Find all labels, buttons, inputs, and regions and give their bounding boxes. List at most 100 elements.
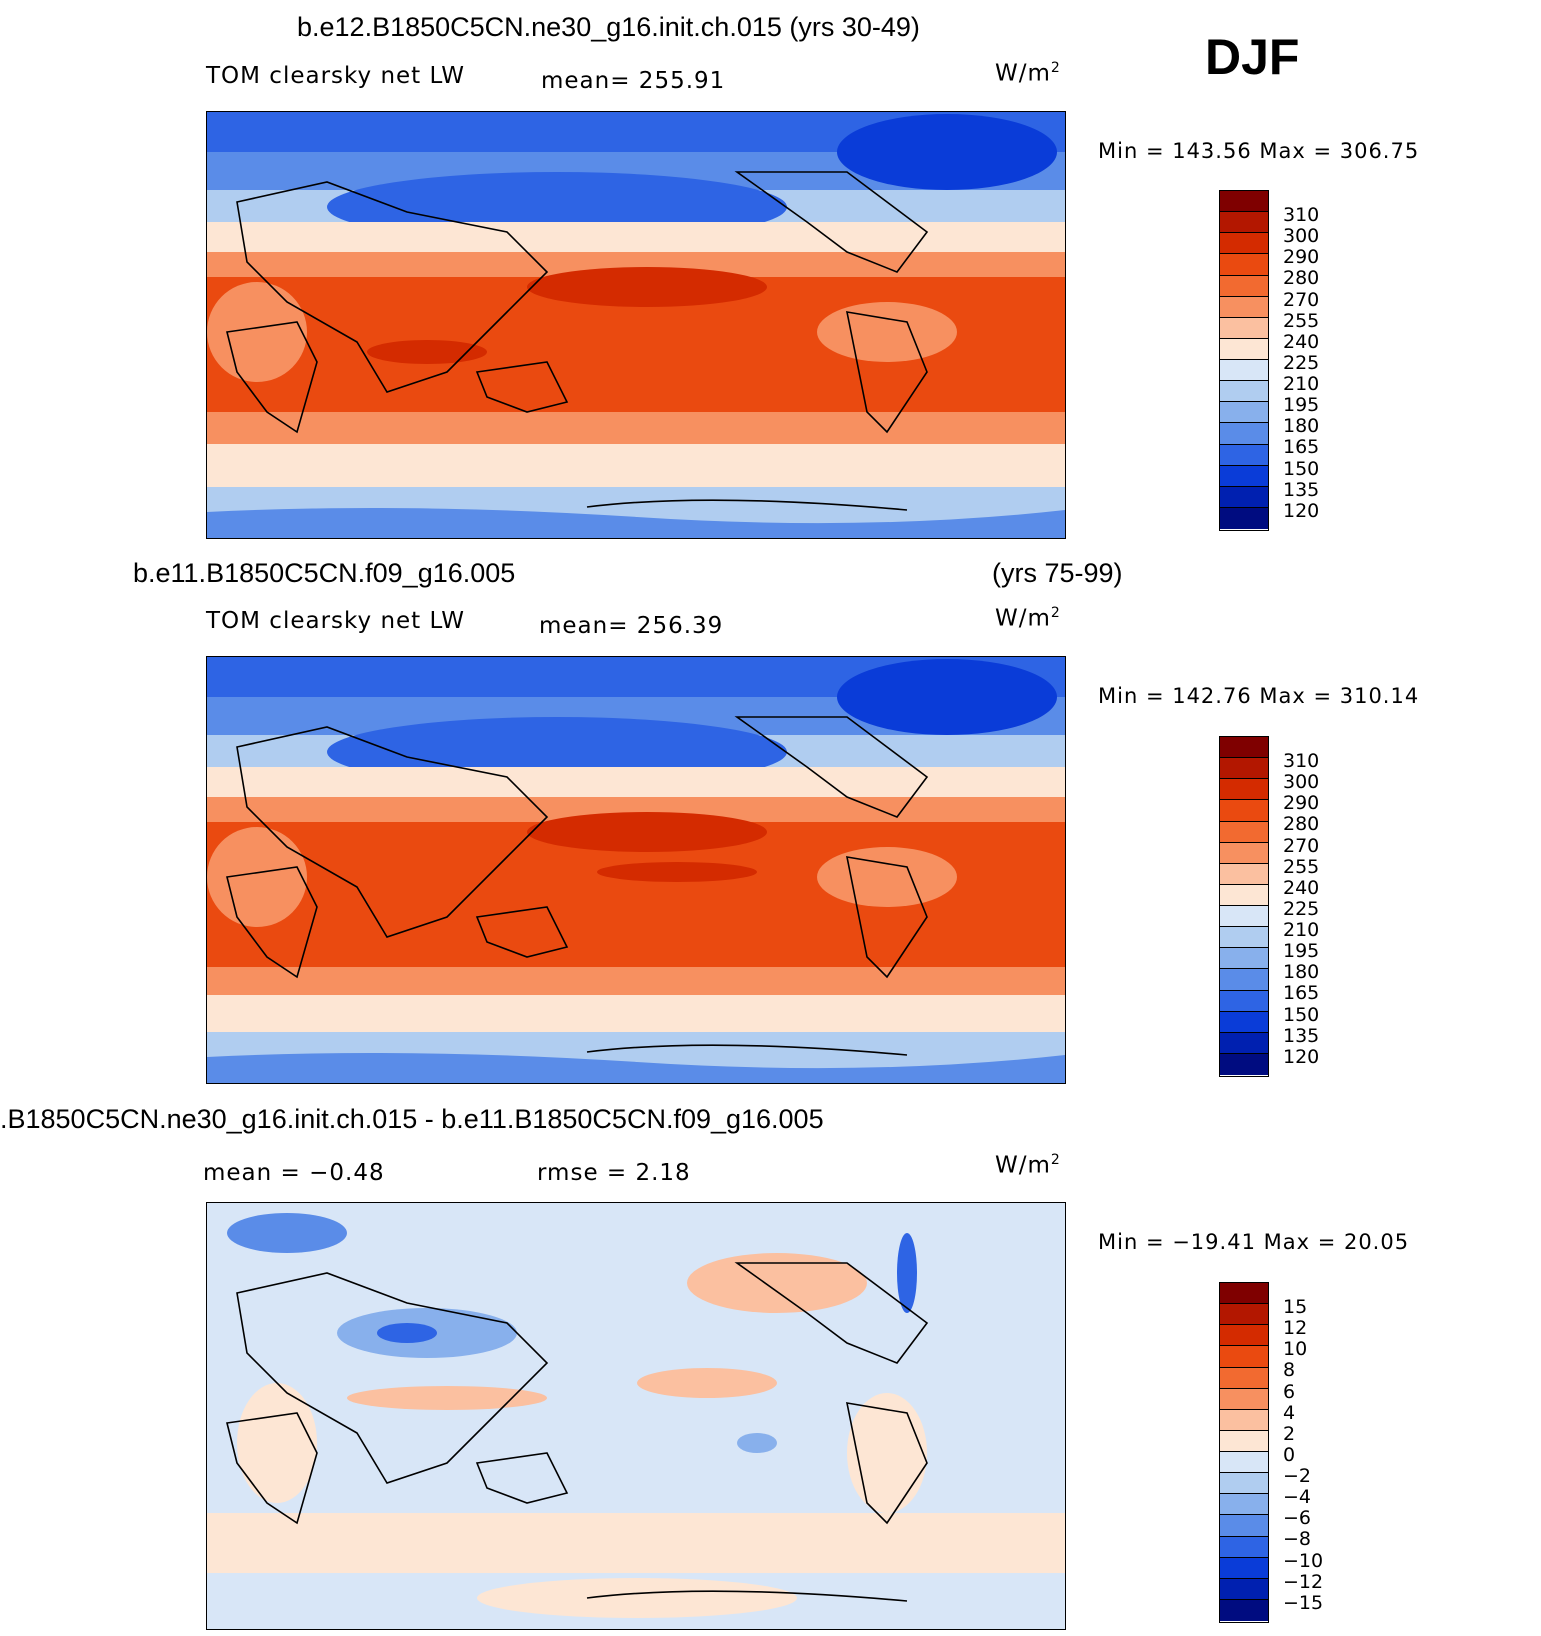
colorbar-swatch bbox=[1220, 1578, 1268, 1600]
colorbar-tick-label: 310 bbox=[1283, 750, 1320, 772]
panel1-minmax: Min = 143.56 Max = 306.75 bbox=[1098, 139, 1420, 163]
panel2-mean-label: mean= 256.39 bbox=[539, 613, 724, 639]
colorbar-swatch bbox=[1220, 507, 1268, 529]
colorbar-tick-label: 10 bbox=[1283, 1338, 1308, 1361]
colorbar-tick-label: 165 bbox=[1283, 436, 1320, 459]
colorbar-tick-label: 300 bbox=[1283, 225, 1320, 248]
colorbar-tick-label: −8 bbox=[1283, 1528, 1312, 1551]
colorbar-tick-label: 8 bbox=[1283, 1359, 1296, 1382]
panel1-variable-label: TOM clearsky net LW bbox=[206, 63, 465, 89]
colorbar-swatch bbox=[1220, 863, 1268, 885]
colorbar-swatch bbox=[1220, 1325, 1268, 1347]
colorbar-swatch bbox=[1220, 990, 1268, 1012]
panel3-colorbar bbox=[1219, 1282, 1269, 1623]
colorbar-tick-label: 195 bbox=[1283, 394, 1320, 417]
colorbar-tick-label: 150 bbox=[1283, 457, 1320, 480]
colorbar-swatch bbox=[1220, 927, 1268, 949]
colorbar-swatch bbox=[1220, 1367, 1268, 1389]
colorbar-swatch bbox=[1220, 1283, 1268, 1305]
colorbar-tick-label: −2 bbox=[1283, 1465, 1312, 1487]
colorbar-tick-label: 120 bbox=[1283, 1045, 1320, 1068]
panel2-units: W/m2 bbox=[995, 605, 1061, 632]
colorbar-tick-label: 240 bbox=[1283, 876, 1320, 899]
colorbar-swatch bbox=[1220, 212, 1268, 234]
colorbar-swatch bbox=[1220, 1032, 1268, 1054]
colorbar-tick-label: 290 bbox=[1283, 246, 1320, 269]
colorbar-tick-label: 240 bbox=[1283, 330, 1320, 353]
panel2-map bbox=[206, 656, 1066, 1084]
colorbar-tick-label: 4 bbox=[1283, 1401, 1296, 1424]
colorbar-tick-label: 290 bbox=[1283, 792, 1320, 815]
colorbar-swatch bbox=[1220, 800, 1268, 822]
colorbar-swatch bbox=[1220, 254, 1268, 276]
colorbar-tick-label: 255 bbox=[1283, 309, 1320, 332]
colorbar-swatch bbox=[1220, 758, 1268, 780]
colorbar-swatch bbox=[1220, 1494, 1268, 1516]
colorbar-swatch bbox=[1220, 402, 1268, 424]
colorbar-swatch bbox=[1220, 275, 1268, 297]
colorbar-swatch bbox=[1220, 842, 1268, 864]
colorbar-swatch bbox=[1220, 423, 1268, 445]
colorbar-swatch bbox=[1220, 317, 1268, 339]
panel1-case-title: b.e12.B1850C5CN.ne30_g16.init.ch.015 (yr… bbox=[297, 12, 920, 42]
colorbar-swatch bbox=[1220, 1536, 1268, 1558]
colorbar-swatch bbox=[1220, 233, 1268, 255]
colorbar-tick-label: −10 bbox=[1283, 1549, 1324, 1572]
panel2-variable-label: TOM clearsky net LW bbox=[206, 608, 465, 634]
colorbar-tick-label: 255 bbox=[1283, 855, 1320, 878]
panel1-colorbar bbox=[1219, 190, 1269, 531]
colorbar-tick-label: −12 bbox=[1283, 1570, 1324, 1593]
colorbar-tick-label: 225 bbox=[1283, 897, 1320, 920]
colorbar-swatch bbox=[1220, 1388, 1268, 1410]
panel1-units: W/m2 bbox=[995, 60, 1061, 87]
colorbar-swatch bbox=[1220, 1473, 1268, 1495]
colorbar-tick-label: 180 bbox=[1283, 415, 1320, 438]
colorbar-tick-label: 0 bbox=[1283, 1443, 1296, 1466]
colorbar-tick-label: −6 bbox=[1283, 1507, 1312, 1530]
colorbar-tick-label: 180 bbox=[1283, 961, 1320, 984]
season-label: DJF bbox=[1205, 29, 1300, 85]
colorbar-tick-label: 165 bbox=[1283, 982, 1320, 1005]
colorbar-tick-label: 280 bbox=[1283, 267, 1320, 290]
colorbar-swatch bbox=[1220, 338, 1268, 360]
colorbar-tick-label: 15 bbox=[1283, 1296, 1308, 1318]
colorbar-swatch bbox=[1220, 1557, 1268, 1579]
panel3-map bbox=[206, 1202, 1066, 1630]
colorbar-swatch bbox=[1220, 737, 1268, 759]
colorbar-swatch bbox=[1220, 1304, 1268, 1326]
panel1-mean-label: mean= 255.91 bbox=[541, 68, 726, 94]
panel3-case-title: .B1850C5CN.ne30_g16.init.ch.015 - b.e11.… bbox=[0, 1104, 824, 1134]
colorbar-tick-label: 210 bbox=[1283, 919, 1320, 941]
panel3-minmax: Min = −19.41 Max = 20.05 bbox=[1098, 1230, 1410, 1254]
colorbar-tick-label: 120 bbox=[1283, 499, 1320, 522]
panel2-minmax: Min = 142.76 Max = 310.14 bbox=[1098, 684, 1420, 708]
colorbar-tick-label: 150 bbox=[1283, 1003, 1320, 1026]
colorbar-tick-label: −4 bbox=[1283, 1486, 1312, 1509]
colorbar-tick-label: 210 bbox=[1283, 373, 1320, 395]
panel2-case-title: b.e11.B1850C5CN.f09_g16.005 bbox=[133, 558, 516, 588]
panel2-case-years: (yrs 75-99) bbox=[992, 558, 1123, 588]
colorbar-tick-label: 310 bbox=[1283, 204, 1320, 226]
colorbar-tick-label: 135 bbox=[1283, 478, 1320, 501]
colorbar-tick-label: −15 bbox=[1283, 1591, 1324, 1614]
colorbar-swatch bbox=[1220, 191, 1268, 213]
colorbar-tick-label: 6 bbox=[1283, 1380, 1296, 1403]
colorbar-tick-label: 225 bbox=[1283, 351, 1320, 374]
colorbar-swatch bbox=[1220, 1515, 1268, 1537]
colorbar-swatch bbox=[1220, 1346, 1268, 1368]
colorbar-swatch bbox=[1220, 779, 1268, 801]
colorbar-tick-label: 270 bbox=[1283, 288, 1320, 311]
colorbar-swatch bbox=[1220, 296, 1268, 318]
colorbar-swatch bbox=[1220, 1599, 1268, 1621]
panel3-rmse-label: rmse = 2.18 bbox=[537, 1160, 691, 1186]
colorbar-swatch bbox=[1220, 906, 1268, 928]
colorbar-swatch bbox=[1220, 1430, 1268, 1452]
colorbar-swatch bbox=[1220, 948, 1268, 970]
colorbar-swatch bbox=[1220, 1409, 1268, 1431]
colorbar-tick-label: 300 bbox=[1283, 771, 1320, 794]
colorbar-swatch bbox=[1220, 381, 1268, 403]
colorbar-swatch bbox=[1220, 821, 1268, 843]
colorbar-swatch bbox=[1220, 444, 1268, 466]
colorbar-tick-label: 270 bbox=[1283, 834, 1320, 857]
colorbar-swatch bbox=[1220, 884, 1268, 906]
